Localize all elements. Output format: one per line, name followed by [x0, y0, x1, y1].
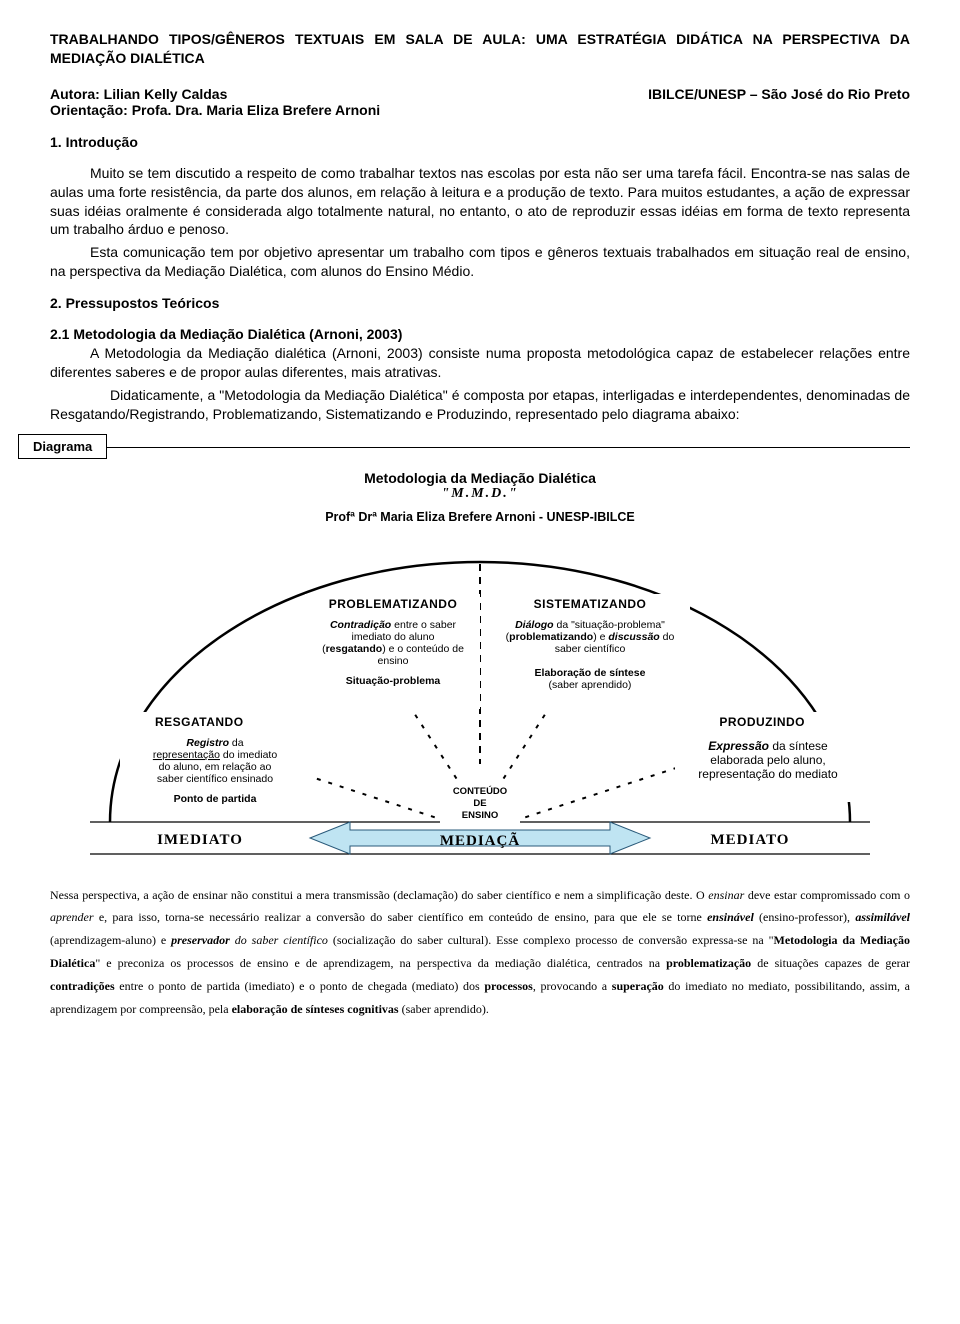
svg-text:(problematizando) e discussão: (problematizando) e discussão do	[506, 631, 675, 643]
para-3: A Metodologia da Mediação dialética (Arn…	[50, 344, 910, 382]
section-2-heading: 2. Pressupostos Teóricos	[50, 295, 910, 311]
cap-imediato: IMEDIATO	[157, 832, 243, 848]
svg-text:Elaboração de síntese: Elaboração de síntese	[535, 667, 646, 679]
mmd-prof: Profª Drª Maria Eliza Brefere Arnoni - U…	[50, 510, 910, 524]
svg-text:Ponto de partida: Ponto de partida	[174, 793, 257, 805]
center-box-l2: DE	[473, 798, 486, 809]
svg-text:do aluno, em relação ao: do aluno, em relação ao	[159, 761, 272, 773]
svg-text:Contradição entre o saber: Contradição entre o saber	[330, 619, 457, 631]
svg-text:ensino: ensino	[378, 655, 409, 667]
author-affil: IBILCE/UNESP – São José do Rio Preto	[648, 86, 910, 102]
diagram-frame: Metodologia da Mediação Dialética "M.M.D…	[50, 447, 910, 874]
intro-para-2: Esta comunicação tem por objetivo aprese…	[50, 243, 910, 281]
sub-heading-2-1: 2.1 Metodologia da Mediação Dialética (A…	[50, 326, 402, 342]
svg-text:(saber aprendido): (saber aprendido)	[549, 679, 632, 691]
svg-text:Situação-problema: Situação-problema	[346, 675, 441, 687]
cap-mediato: MEDIATO	[711, 832, 790, 848]
node-produzindo: PRODUZINDO Expressão da síntese elaborad…	[675, 712, 865, 802]
svg-text:representação do mediato: representação do mediato	[698, 767, 838, 781]
orientation-line: Orientação: Profa. Dra. Maria Eliza Bref…	[50, 102, 910, 118]
cap-mediacao: MEDIAÇÃ	[440, 831, 520, 849]
section-1-heading: 1. Introdução	[50, 134, 910, 150]
svg-text:RESGATANDO: RESGATANDO	[155, 715, 244, 729]
diagram-label-box: Diagrama	[18, 434, 107, 459]
center-box-l1: CONTEÚDO	[453, 785, 507, 797]
svg-text:PROBLEMATIZANDO: PROBLEMATIZANDO	[329, 597, 458, 611]
mmd-diagram: CONTEÚDO DE ENSINO IMEDIATO MEDIAÇÃ MEDI…	[50, 534, 910, 874]
svg-text:saber científico ensinado: saber científico ensinado	[157, 773, 273, 785]
svg-text:PRODUZINDO: PRODUZINDO	[719, 715, 805, 729]
svg-text:Registro da: Registro da	[186, 737, 243, 749]
node-sistematizando: SISTEMATIZANDO Diálogo da "situação-prob…	[495, 594, 690, 709]
svg-text:saber científico: saber científico	[555, 643, 626, 655]
node-resgatando: RESGATANDO Registro da representação do …	[120, 712, 310, 812]
mmd-subtitle: "M.M.D."	[50, 486, 910, 502]
author-label: Autora: Lilian Kelly Caldas	[50, 86, 227, 102]
svg-text:elaborada pelo aluno,: elaborada pelo aluno,	[710, 753, 825, 767]
svg-text:imediato do aluno: imediato do aluno	[352, 631, 435, 643]
center-box-l3: ENSINO	[462, 810, 498, 821]
svg-text:representação do imediato: representação do imediato	[153, 749, 278, 761]
footer-paragraph: Nessa perspectiva, a ação de ensinar não…	[50, 884, 910, 1021]
subsection-2-1: 2.1 Metodologia da Mediação Dialética (A…	[50, 325, 910, 382]
svg-text:Diálogo da "situação-problema": Diálogo da "situação-problema"	[515, 619, 665, 631]
page-title: TRABALHANDO TIPOS/GÊNEROS TEXTUAIS EM SA…	[50, 30, 910, 68]
para-4: Didaticamente, a "Metodologia da Mediaçã…	[50, 386, 910, 424]
mmd-title: Metodologia da Mediação Dialética	[50, 470, 910, 486]
node-problematizando: PROBLEMATIZANDO Contradição entre o sabe…	[305, 594, 480, 709]
svg-text:Expressão da síntese: Expressão da síntese	[708, 739, 828, 753]
author-block: Autora: Lilian Kelly Caldas IBILCE/UNESP…	[50, 86, 910, 118]
svg-text:(resgatando) e o conteúdo de: (resgatando) e o conteúdo de	[322, 643, 464, 655]
svg-text:SISTEMATIZANDO: SISTEMATIZANDO	[534, 597, 647, 611]
diagram-svg-wrap: CONTEÚDO DE ENSINO IMEDIATO MEDIAÇÃ MEDI…	[50, 534, 910, 874]
intro-para-1: Muito se tem discutido a respeito de com…	[50, 164, 910, 240]
